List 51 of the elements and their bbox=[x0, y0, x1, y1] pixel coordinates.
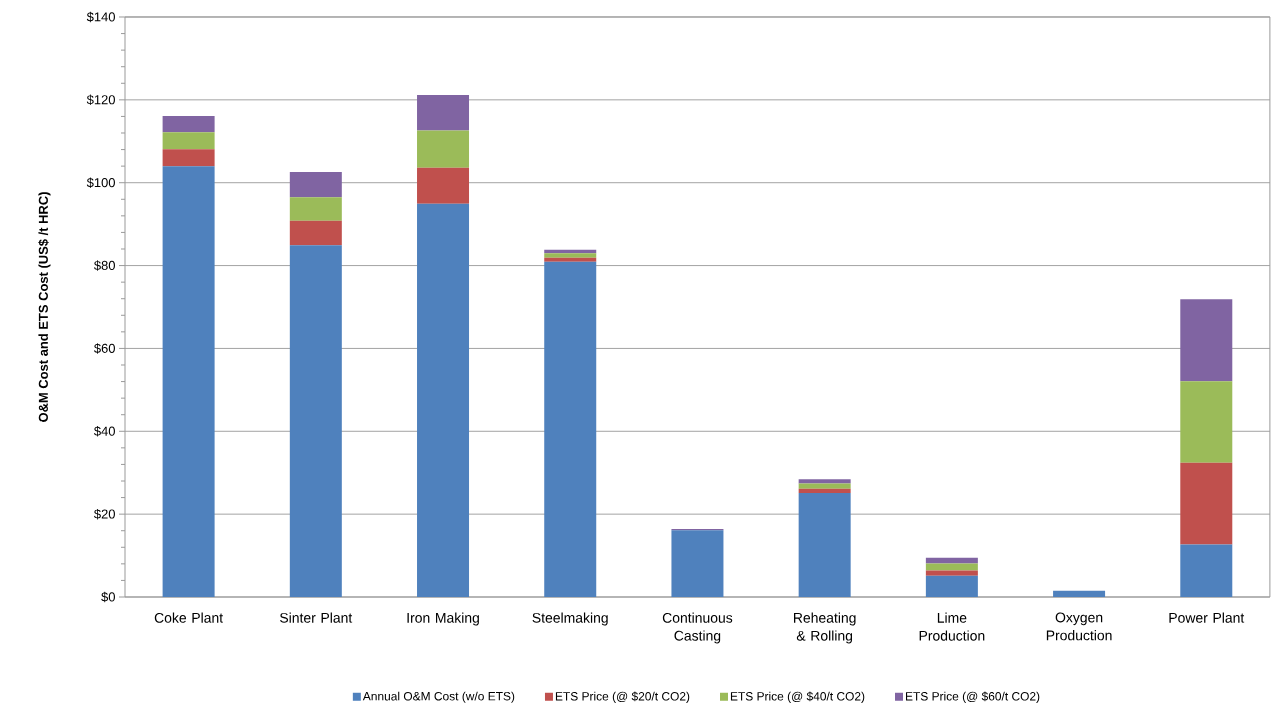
y-tick-label: $140 bbox=[86, 11, 115, 23]
bar bbox=[544, 249, 597, 254]
bar bbox=[417, 203, 470, 597]
bar bbox=[798, 493, 851, 597]
bar bbox=[417, 167, 470, 204]
legend-label: ETS Price (@ $20/t CO2) bbox=[555, 691, 690, 703]
y-tick-label: $120 bbox=[86, 94, 115, 106]
legend-label: ETS Price (@ $60/t CO2) bbox=[906, 691, 1040, 703]
bar bbox=[1180, 544, 1233, 597]
bar bbox=[162, 166, 215, 597]
bar bbox=[417, 130, 470, 168]
y-tick-label: $60 bbox=[94, 343, 115, 354]
bar bbox=[289, 245, 342, 597]
bar bbox=[798, 479, 851, 484]
bar bbox=[289, 220, 342, 246]
bar bbox=[1180, 299, 1233, 382]
bar bbox=[925, 563, 978, 571]
bar bbox=[798, 483, 851, 489]
x-tick-label: Lime Production bbox=[919, 612, 985, 641]
x-tick-label: Reheating & Rolling bbox=[794, 612, 856, 644]
bar bbox=[544, 253, 597, 258]
y-tick-label: $40 bbox=[94, 426, 115, 437]
x-tick-label: Coke Plant bbox=[154, 612, 223, 623]
bar bbox=[925, 570, 978, 576]
y-tick-label: $100 bbox=[86, 177, 115, 188]
bar bbox=[1053, 590, 1106, 597]
bar bbox=[162, 132, 215, 150]
y-tick-label: $0 bbox=[101, 591, 115, 603]
x-tick-label: Continuous Casting bbox=[662, 612, 733, 644]
x-tick-label: Steelmaking bbox=[532, 612, 608, 626]
bar bbox=[798, 488, 851, 494]
bar bbox=[1180, 462, 1233, 545]
y-tick-label: $80 bbox=[94, 260, 115, 271]
bar bbox=[544, 261, 597, 597]
x-tick-label: Sinter Plant bbox=[280, 612, 353, 623]
legend-label: ETS Price (@ $40/t CO2) bbox=[730, 691, 865, 703]
y-tick-label: $20 bbox=[94, 508, 115, 520]
bar bbox=[289, 197, 342, 221]
bar bbox=[289, 171, 342, 198]
bar bbox=[162, 149, 215, 167]
bar bbox=[417, 94, 470, 131]
legend-label: Annual O&M Cost (w/o ETS) bbox=[362, 691, 515, 703]
bar bbox=[1180, 381, 1233, 463]
x-tick-label: Power Plant bbox=[1169, 612, 1245, 623]
bar bbox=[544, 257, 597, 262]
x-tick-label: Oxygen Production bbox=[1046, 612, 1112, 641]
x-tick-label: Iron Making bbox=[407, 612, 479, 626]
bar bbox=[162, 116, 215, 133]
bar bbox=[671, 530, 724, 597]
y-axis-title: O&M Cost and ETS Cost (US$ /t HRC) bbox=[38, 192, 51, 422]
bar bbox=[925, 575, 978, 597]
